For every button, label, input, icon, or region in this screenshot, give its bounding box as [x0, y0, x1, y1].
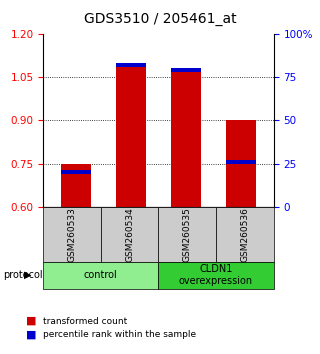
Bar [171, 68, 201, 72]
Text: percentile rank within the sample: percentile rank within the sample [43, 330, 196, 339]
Bar [61, 170, 91, 174]
Bar [226, 120, 256, 207]
Text: GSM260533: GSM260533 [68, 207, 76, 262]
Text: GSM260535: GSM260535 [183, 207, 192, 262]
Text: control: control [84, 270, 118, 280]
Text: transformed count: transformed count [43, 316, 127, 326]
Bar [116, 63, 146, 207]
Text: GDS3510 / 205461_at: GDS3510 / 205461_at [84, 12, 236, 27]
Bar [171, 71, 201, 207]
Text: protocol: protocol [3, 270, 43, 280]
Text: GSM260536: GSM260536 [240, 207, 249, 262]
Text: ▶: ▶ [24, 270, 31, 280]
Bar [116, 63, 146, 67]
Text: ■: ■ [26, 316, 36, 326]
Text: GSM260534: GSM260534 [125, 207, 134, 262]
Text: ■: ■ [26, 330, 36, 339]
Text: CLDN1
overexpression: CLDN1 overexpression [179, 264, 253, 286]
Bar [61, 164, 91, 207]
Bar [226, 160, 256, 164]
